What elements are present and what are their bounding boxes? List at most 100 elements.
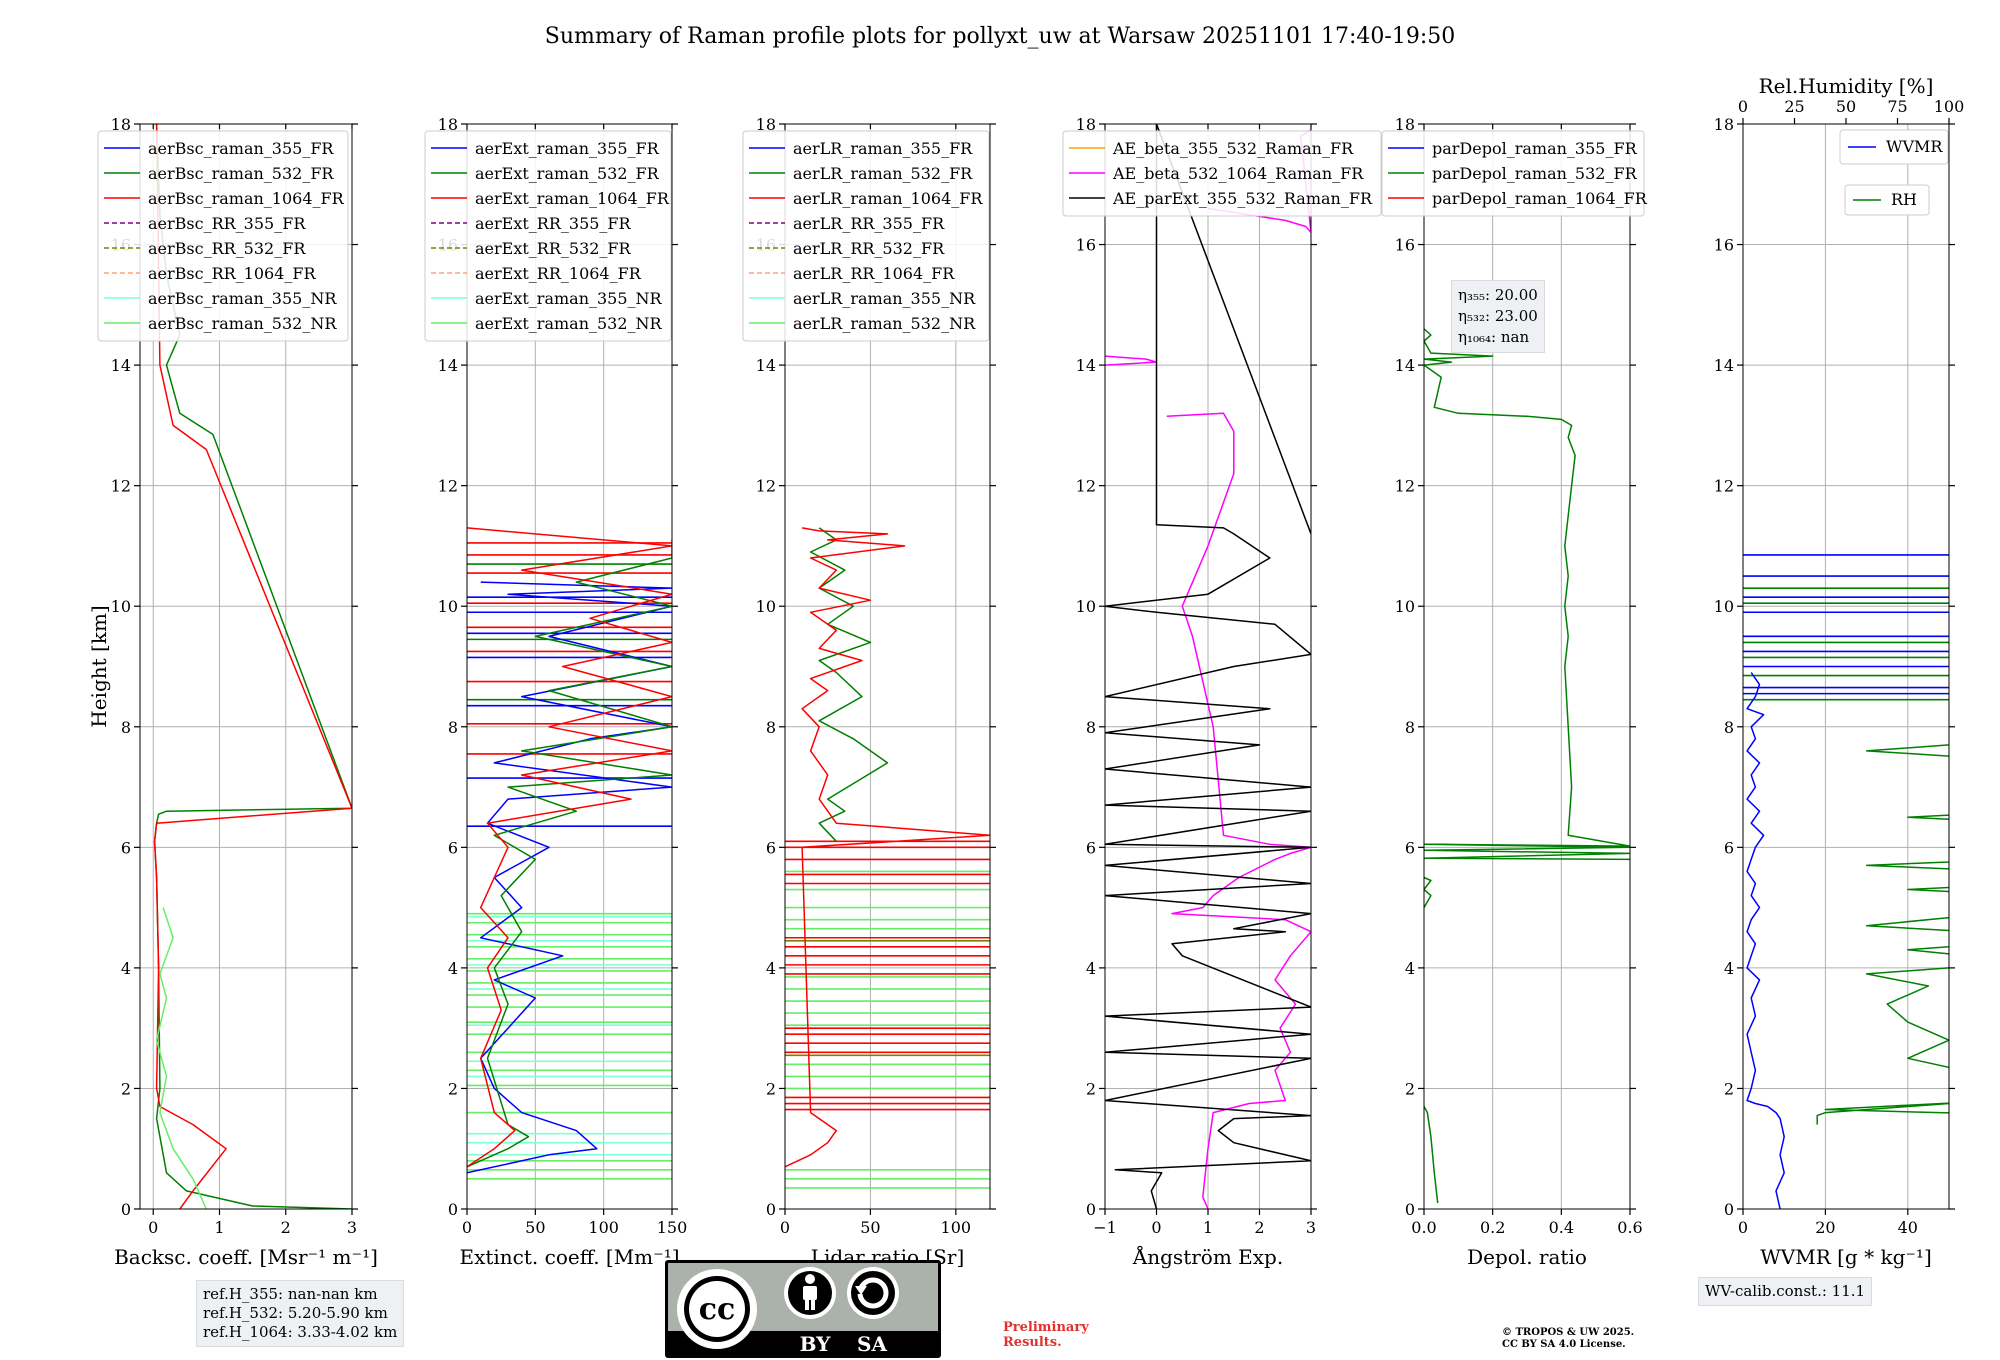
series-aerBsc_raman_1064_FR (153, 124, 352, 1209)
ytick-label: 0 (1405, 1200, 1415, 1219)
series-AE_parExt_355_532_Raman_FR (1105, 124, 1311, 1209)
ytick-label: 0 (1086, 1200, 1096, 1219)
legend-box-ext (424, 130, 672, 342)
copyright-note: © TROPOS & UW 2025. CC BY SA 4.0 License… (1502, 1327, 1634, 1351)
legend-box-0 (1839, 129, 1949, 165)
legend-box-depol (1381, 130, 1645, 217)
eta-355: η₃₅₅: 20.00 (1458, 286, 1538, 304)
ytick-label: 6 (121, 838, 131, 857)
ylabel-bsc: Height [km] (87, 605, 111, 727)
ytick-label: 0 (1724, 1200, 1734, 1219)
xtick-label: 20 (1815, 1218, 1835, 1237)
legend-label: aerExt_RR_355_FR (475, 214, 632, 233)
legend-label: aerBsc_raman_532_FR (148, 164, 334, 183)
ytick-label: 4 (1086, 959, 1096, 978)
cc-license-badge: cc BY SA (665, 1260, 941, 1358)
wv-calibration-box: WV-calib.const.: 11.1 (1698, 1277, 1873, 1306)
ytick-label: 12 (1395, 477, 1415, 496)
legend-label: aerBsc_raman_1064_FR (148, 189, 345, 208)
axes-frame-bsc (139, 123, 353, 1210)
ytick-label: 6 (1086, 838, 1096, 857)
axes-frame-depol (1423, 123, 1631, 1210)
legend-label: aerBsc_RR_532_FR (148, 239, 306, 258)
legend-label: parDepol_raman_355_FR (1432, 139, 1638, 158)
ref-height-355: ref.H_355: nan-nan km (203, 1285, 378, 1303)
panel-wv: 0 20 40 0 2 4 6 8 10 12 14 16 18 WVMR [g * kg⁻¹] 0 25 50… (1714, 74, 1965, 1269)
legend-label: AE_beta_532_1064_Raman_FR (1112, 164, 1364, 183)
panel-ext: 050100150024681012141618Extinct. coeff. … (424, 115, 688, 1269)
legend-label: aerLR_raman_532_NR (793, 314, 976, 333)
ref-height-1064: ref.H_1064: 3.33-4.02 km (203, 1323, 398, 1341)
top-xtick-label: 0 (1738, 97, 1748, 116)
xtick-label: 150 (657, 1218, 688, 1237)
ytick-label: 2 (121, 1079, 131, 1098)
ytick-label: 18 (1395, 115, 1415, 134)
series-AE_beta_532_1064_upper (1105, 355, 1158, 366)
axes-frame-lr (784, 123, 991, 1210)
ytick-label: 8 (766, 718, 776, 737)
grid-ae (1104, 123, 1312, 1210)
ytick-label: 8 (448, 718, 458, 737)
series-aerLR_raman_1064_FR (785, 527, 990, 1168)
xtick-label: 0 (1738, 1218, 1748, 1237)
legend-label: aerExt_raman_355_FR (475, 139, 660, 158)
ytick-label: 14 (111, 356, 131, 375)
legend-label: aerLR_raman_355_FR (793, 139, 973, 158)
series-aerBsc_raman_532_NR (155, 907, 207, 1209)
ytick-label: 4 (1724, 959, 1734, 978)
xlabel-wv: WVMR [g * kg⁻¹] (1760, 1245, 1932, 1269)
xtick-label: 50 (860, 1218, 880, 1237)
xtick-label: 100 (941, 1218, 972, 1237)
legend-label: aerLR_RR_355_FR (793, 214, 945, 233)
ytick-label: 2 (1086, 1079, 1096, 1098)
legend-label: aerExt_raman_355_NR (475, 289, 663, 308)
xtick-label: 2 (1254, 1218, 1264, 1237)
ytick-label: 10 (111, 597, 131, 616)
series-parDepol_raman_532_FR_mid (1424, 876, 1432, 908)
copyright-line-2: CC BY SA 4.0 License. (1502, 1339, 1626, 1350)
ytick-label: 14 (756, 356, 776, 375)
legend-label: AE_parExt_355_532_Raman_FR (1112, 189, 1373, 208)
legend-box-ae (1062, 130, 1382, 217)
xtick-label: 40 (1898, 1218, 1918, 1237)
xtick-label: 0.6 (1617, 1218, 1642, 1237)
legend-label: aerLR_RR_1064_FR (793, 264, 955, 283)
ytick-label: 2 (766, 1079, 776, 1098)
ytick-label: 10 (438, 597, 458, 616)
xlabel-bsc: Backsc. coeff. [Msr⁻¹ m⁻¹] (114, 1245, 378, 1269)
ytick-label: 2 (448, 1079, 458, 1098)
legend-label: aerExt_RR_1064_FR (475, 264, 642, 283)
ytick-label: 18 (1714, 115, 1734, 134)
ytick-label: 6 (1724, 838, 1734, 857)
ytick-label: 6 (448, 838, 458, 857)
series-RH (1816, 744, 1949, 1125)
legend-label: aerBsc_raman_355_NR (148, 289, 337, 308)
data-wv (1743, 554, 1949, 1209)
ytick-label: 2 (1405, 1079, 1415, 1098)
legend-label: aerLR_raman_532_FR (793, 164, 973, 183)
cc-text: cc (699, 1292, 736, 1327)
panel-lr: 050100024681012141618Lidar ratio [Sr]aer… (742, 115, 996, 1269)
xtick-label: 1 (214, 1218, 224, 1237)
ytick-label: 18 (756, 115, 776, 134)
xtick-label: 0 (1151, 1218, 1161, 1237)
legend-label: aerBsc_raman_532_NR (148, 314, 337, 333)
panels: 0123024681012141618Backsc. coeff. [Msr⁻¹… (87, 74, 1965, 1269)
top-xlabel-wv: Rel.Humidity [%] (1759, 74, 1934, 98)
legend-label: aerBsc_RR_1064_FR (148, 264, 317, 283)
ytick-label: 18 (1076, 115, 1096, 134)
ytick-label: 12 (111, 477, 131, 496)
ytick-label: 14 (438, 356, 458, 375)
series-aerLR_raman_532_FR (809, 527, 889, 842)
top-xtick-label: 100 (1934, 97, 1965, 116)
ytick-label: 10 (1076, 597, 1096, 616)
by-person-icon (784, 1267, 836, 1319)
ytick-label: 8 (1405, 718, 1415, 737)
legend-label: aerLR_raman_1064_FR (793, 189, 983, 208)
legend-label: aerExt_RR_532_FR (475, 239, 632, 258)
legend-box-bsc (97, 130, 349, 342)
xtick-label: 0.2 (1480, 1218, 1505, 1237)
legend-box-lr (742, 130, 990, 342)
ytick-label: 16 (1076, 236, 1096, 255)
